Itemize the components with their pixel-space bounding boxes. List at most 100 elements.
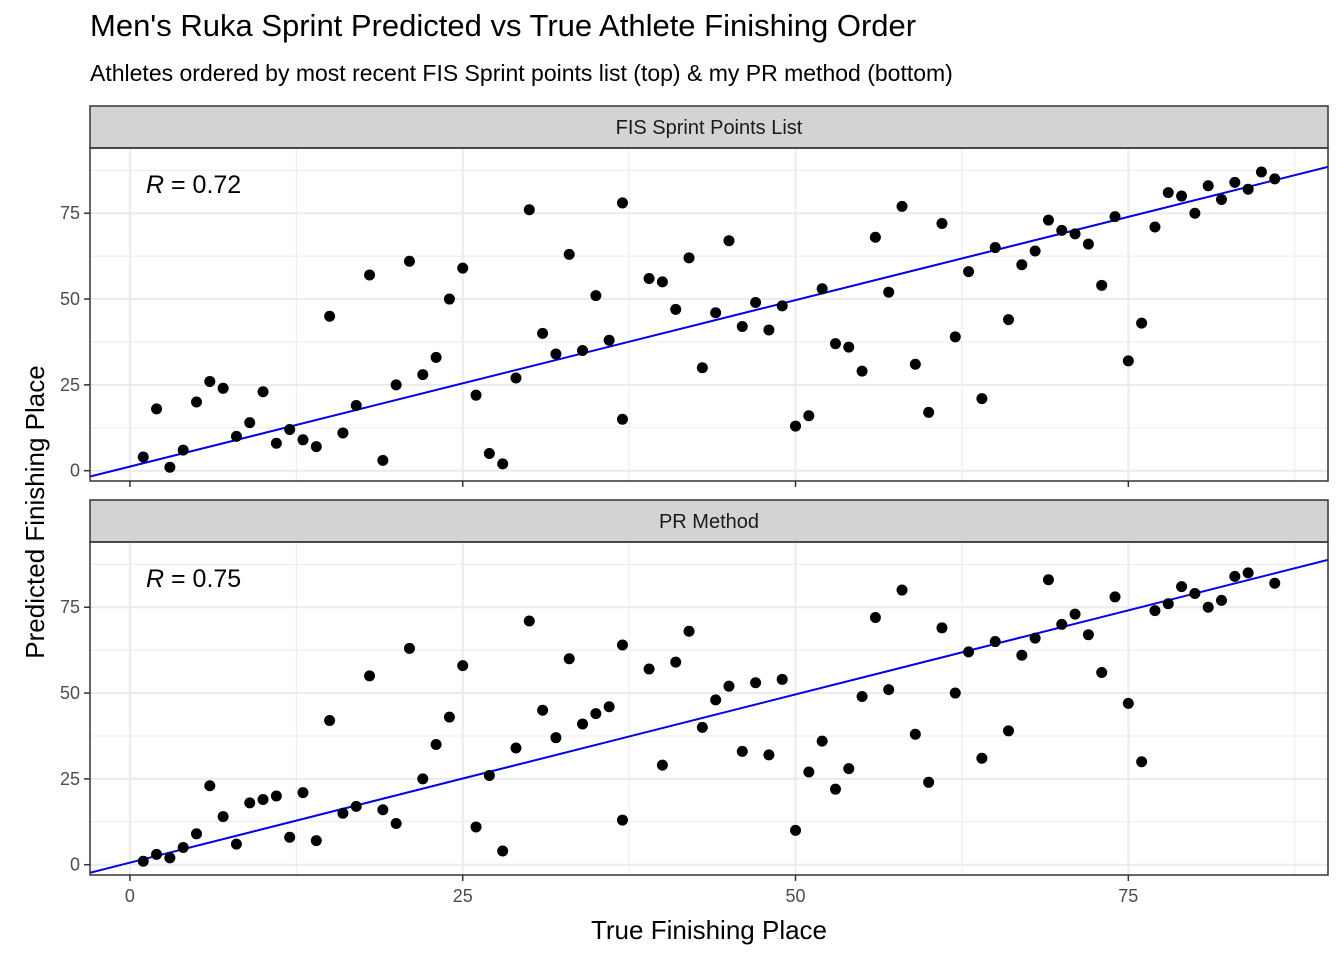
data-point — [257, 793, 269, 805]
data-point — [550, 732, 562, 744]
data-point — [803, 766, 815, 778]
data-point — [390, 379, 402, 391]
facet-strip-label: FIS Sprint Points List — [616, 117, 803, 139]
x-tick-label: 50 — [786, 886, 806, 906]
data-point — [883, 684, 895, 696]
data-point — [1202, 180, 1214, 192]
data-point — [483, 769, 495, 781]
data-point — [364, 670, 376, 682]
data-point — [616, 814, 628, 826]
data-point — [1056, 618, 1068, 630]
data-point — [364, 269, 376, 281]
data-point — [736, 745, 748, 757]
y-tick-label: 25 — [60, 375, 80, 395]
data-point — [403, 642, 415, 654]
data-point — [896, 584, 908, 596]
data-point — [1042, 214, 1054, 226]
data-point — [563, 653, 575, 665]
data-point — [923, 406, 935, 418]
data-point — [843, 341, 855, 353]
data-point — [1122, 697, 1134, 709]
data-point — [470, 389, 482, 401]
x-tick-label: 25 — [453, 886, 473, 906]
data-point — [710, 694, 722, 706]
data-point — [310, 441, 322, 453]
data-point — [1029, 632, 1041, 644]
x-axis-label: True Finishing Place — [591, 915, 827, 945]
data-point — [816, 735, 828, 747]
data-point — [1202, 601, 1214, 613]
data-point — [656, 276, 668, 288]
data-point — [616, 413, 628, 425]
data-point — [577, 345, 589, 357]
data-point — [616, 639, 628, 651]
data-point — [497, 458, 509, 470]
data-point — [1029, 245, 1041, 257]
data-point — [923, 776, 935, 788]
data-point — [1162, 187, 1174, 199]
data-point — [164, 461, 176, 473]
data-point — [377, 804, 389, 816]
data-point — [1109, 591, 1121, 603]
data-point — [590, 290, 602, 302]
correlation-symbol: R — [146, 171, 164, 199]
data-point — [1242, 567, 1254, 579]
data-point — [1069, 228, 1081, 240]
data-point — [1109, 211, 1121, 223]
correlation-value: = 0.72 — [164, 171, 241, 199]
data-point — [443, 293, 455, 305]
data-point — [350, 800, 362, 812]
data-point — [989, 242, 1001, 254]
data-point — [390, 818, 402, 830]
data-point — [670, 656, 682, 668]
y-axis-label: Predicted Finishing Place — [20, 365, 50, 658]
data-point — [883, 286, 895, 298]
data-point — [430, 739, 442, 751]
data-point — [683, 252, 695, 264]
panel-border — [89, 541, 1329, 876]
data-point — [1149, 221, 1161, 233]
data-point — [151, 403, 163, 415]
facet-strip-label: PR Method — [659, 511, 759, 533]
data-point — [137, 451, 149, 463]
data-point — [1149, 605, 1161, 617]
data-point — [1096, 666, 1108, 678]
data-point — [710, 307, 722, 319]
data-point — [896, 200, 908, 212]
data-point — [1136, 756, 1148, 768]
data-point — [963, 266, 975, 278]
data-point — [1162, 598, 1174, 610]
data-point — [829, 783, 841, 795]
data-point — [750, 677, 762, 689]
data-point — [1003, 314, 1015, 326]
data-point — [457, 660, 469, 672]
data-point — [190, 828, 202, 840]
data-point — [763, 749, 775, 761]
data-point — [217, 382, 229, 394]
data-point — [1069, 608, 1081, 620]
x-tick-label: 0 — [125, 886, 135, 906]
correlation-annotation: R = 0.72 — [146, 171, 241, 199]
data-point — [497, 845, 509, 857]
data-point — [683, 625, 695, 637]
data-point — [603, 701, 615, 713]
data-point — [696, 362, 708, 374]
data-point — [563, 248, 575, 260]
data-point — [856, 690, 868, 702]
data-point — [430, 351, 442, 363]
panel-border — [89, 147, 1329, 482]
data-point — [337, 427, 349, 439]
data-point — [869, 612, 881, 624]
data-point — [337, 807, 349, 819]
data-point — [324, 310, 336, 322]
data-point — [776, 673, 788, 685]
data-point — [936, 622, 948, 634]
data-point — [470, 821, 482, 833]
data-point — [137, 855, 149, 867]
data-point — [310, 835, 322, 847]
data-point — [976, 752, 988, 764]
data-point — [1216, 594, 1228, 606]
data-point — [177, 444, 189, 456]
data-point — [257, 386, 269, 398]
